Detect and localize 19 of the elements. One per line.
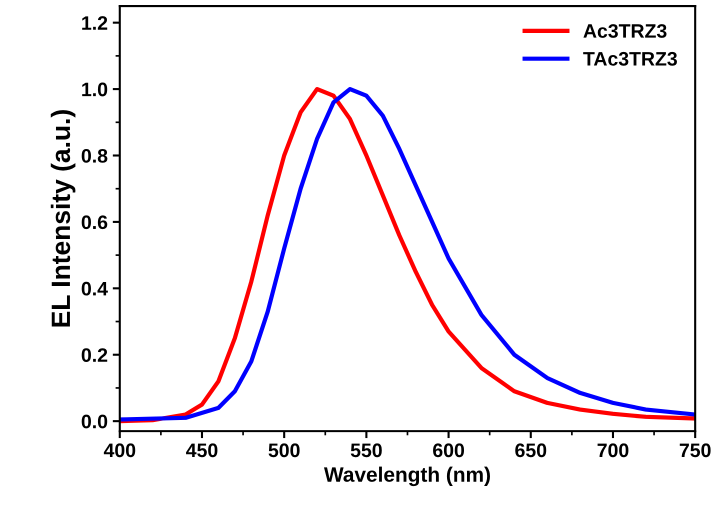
legend-label: TAc3TRZ3 — [583, 52, 677, 66]
x-tick-label: 750 — [680, 443, 711, 458]
y-tick-label: 1.0 — [82, 82, 108, 96]
y-tick-label: 0.0 — [82, 414, 108, 428]
y-tick-label: 0.6 — [82, 215, 108, 230]
y-axis-title: EL Intensity (a.u.) — [50, 110, 76, 327]
y-tick-label: 0.4 — [82, 282, 108, 296]
x-tick-label: 500 — [268, 443, 300, 458]
y-tick-label: 0.2 — [82, 348, 108, 362]
x-axis-title: Wavelength (nm) — [324, 466, 490, 486]
x-tick-label: 600 — [433, 443, 464, 458]
y-tick-label: 1.2 — [82, 16, 108, 30]
x-tick-label: 400 — [104, 443, 136, 458]
x-tick-label: 700 — [598, 443, 628, 458]
x-tick-label: 550 — [350, 443, 382, 458]
legend-label: Ac3TRZ3 — [583, 24, 667, 38]
x-tick-label: 650 — [515, 443, 546, 458]
x-tick-label: 450 — [186, 443, 218, 458]
y-tick-label: 0.8 — [82, 148, 108, 163]
